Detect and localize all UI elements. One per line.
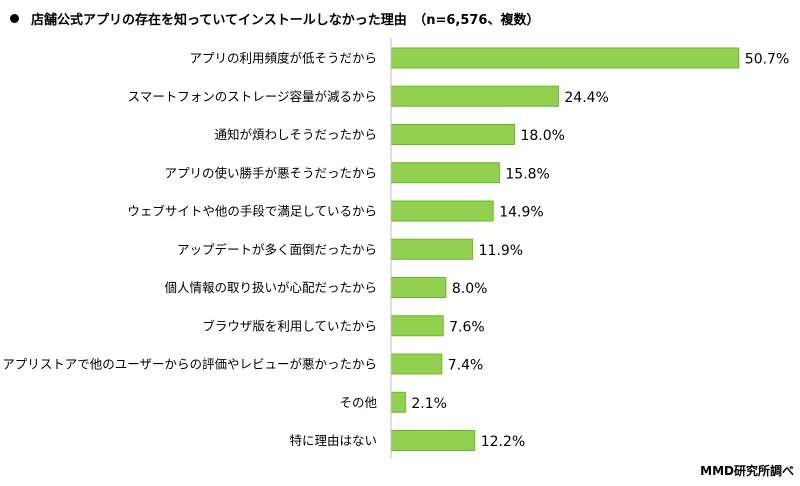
category-label: アプリの使い勝手が悪そうだったから [164,165,377,180]
bar [390,430,476,451]
bar [390,238,474,260]
data-label: 7.6% [449,319,485,335]
data-label: 18.0% [520,128,564,144]
bar [390,353,443,375]
category-label: アプリストアで他のユーザーからの評価やレビューが悪かったから [2,357,377,372]
bar [390,277,447,298]
data-label: 24.4% [564,90,608,106]
chart-title-text: 店舗公式アプリの存在を知っていてインストールしなかった理由 （n=6,576、複… [31,13,540,28]
data-label: 14.9% [499,205,543,221]
data-label: 12.2% [481,434,525,450]
category-label: ウェブサイトや他の手段で満足しているから [127,204,377,219]
bar [390,200,494,222]
data-label: 50.7% [745,52,789,68]
category-label: ブラウザ版を利用していたから [202,318,377,333]
bar [390,315,444,337]
bar [390,391,406,413]
category-label: その他 [339,395,377,410]
category-label: 個人情報の取り扱いが心配だったから [164,280,377,295]
category-label: アップデートが多く面倒だったから [177,242,377,257]
category-label: 特に理由はない [289,433,377,448]
data-label: 8.0% [452,281,488,297]
category-label: スマートフォンのストレージ容量が減るから [128,89,377,104]
bar [390,85,559,107]
bar [390,162,500,184]
chart-title: 店舗公式アプリの存在を知っていてインストールしなかった理由 （n=6,576、複… [10,9,539,28]
bar [390,124,515,145]
category-label: アプリの利用頻度が低そうだから [189,51,377,66]
bullet-icon [10,14,19,23]
data-label: 15.8% [505,166,549,182]
bar [390,47,740,69]
data-label: 7.4% [448,358,484,374]
source-note: MMD研究所調べ [700,464,794,478]
category-label: 通知が煩わしそうだったから [214,127,377,142]
data-label: 2.1% [411,396,447,412]
data-label: 11.9% [479,243,523,259]
